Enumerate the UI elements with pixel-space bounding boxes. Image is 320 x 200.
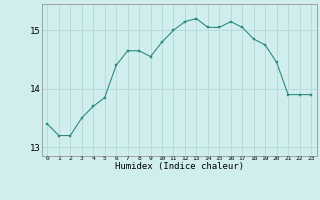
X-axis label: Humidex (Indice chaleur): Humidex (Indice chaleur)	[115, 162, 244, 171]
